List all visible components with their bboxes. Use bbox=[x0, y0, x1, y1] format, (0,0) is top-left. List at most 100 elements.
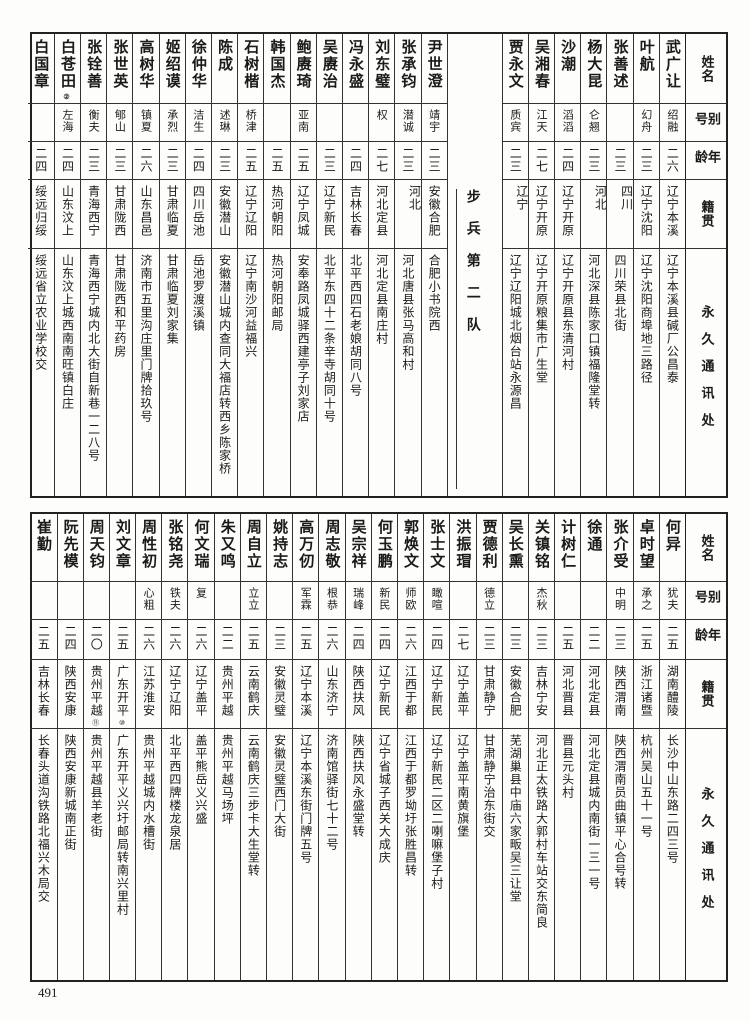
alias-text: 德立 bbox=[482, 587, 496, 611]
age-text: 二四 bbox=[560, 147, 575, 173]
age-text: 二三 bbox=[400, 147, 415, 173]
native-text: 四川岳池 bbox=[191, 185, 206, 237]
person-age: 二五 bbox=[659, 620, 685, 660]
native-text: 陕西渭南 bbox=[613, 665, 628, 717]
name-text: 张承钧 bbox=[399, 39, 418, 90]
person-column: 周性初 心粗 二六 江苏淮安 贵州平越城内水槽街 bbox=[135, 514, 162, 980]
person-alias: 瞰喧 bbox=[424, 582, 450, 620]
section-divider-column: 步兵第二队 bbox=[446, 34, 502, 496]
age-text: 二三 bbox=[639, 147, 654, 173]
person-alias: 杰秋 bbox=[528, 582, 555, 620]
person-age: 二六 bbox=[659, 142, 685, 180]
person-name: 朱又鸣 bbox=[214, 514, 240, 582]
person-native: 辽宁新民 bbox=[316, 180, 342, 249]
person-alias: 权 bbox=[369, 104, 395, 142]
name-text: 陈成 bbox=[216, 39, 235, 73]
alias-text: 质宾 bbox=[508, 109, 522, 133]
person-name: 石树楷 bbox=[238, 34, 264, 104]
name-text: 高万仞 bbox=[297, 519, 316, 570]
header-column: 姓名 别号 年龄 籍贯 永久通讯处 bbox=[685, 34, 726, 496]
native-text: 河北 bbox=[407, 185, 421, 211]
age-text: 二四 bbox=[63, 625, 78, 651]
person-alias: 新民 bbox=[371, 582, 397, 620]
person-age: 二六 bbox=[397, 620, 424, 660]
native-text: 浙江诸暨 bbox=[639, 665, 654, 717]
person-age: 二三 bbox=[476, 620, 502, 660]
name-text: 张士文 bbox=[428, 519, 447, 570]
address-text: 辽宁省城子西关大成庆 bbox=[377, 734, 392, 864]
age-text: 二六 bbox=[141, 625, 156, 651]
person-age: 二三 bbox=[212, 142, 238, 180]
person-native: 甘肃临夏 bbox=[159, 180, 185, 249]
person-name: 沙潮 bbox=[555, 34, 581, 104]
address-text: 安徽潜山城内查同大福店转西乡陈家桥 bbox=[217, 254, 232, 475]
name-text: 周自立 bbox=[244, 519, 263, 570]
address-text: 河北定县城内南街一三一号 bbox=[586, 734, 601, 890]
address-text: 甘肃静宁治东街交 bbox=[482, 734, 497, 838]
alias-text: 江天 bbox=[534, 109, 548, 133]
person-name: 鲍赓琦 bbox=[290, 34, 316, 104]
person-alias bbox=[581, 582, 607, 620]
name-text: 尹世澄 bbox=[425, 39, 444, 90]
age-text: 二三 bbox=[586, 147, 601, 173]
alias-text: 桥津 bbox=[244, 109, 258, 133]
person-name: 张世英 bbox=[107, 34, 133, 104]
name-text: 吴长熏 bbox=[506, 519, 525, 570]
person-column: 周志敬 根恭 二六 山东济宁 济南馆驿街七十二号 bbox=[318, 514, 345, 980]
age-text: 二五 bbox=[665, 625, 680, 651]
person-name: 高万仞 bbox=[293, 514, 319, 582]
address-text: 广东开平义兴圩邮局转南兴里村 bbox=[115, 734, 130, 916]
person-alias bbox=[316, 104, 342, 142]
person-age: 二三 bbox=[316, 142, 342, 180]
person-column: 张士文 瞰喧 二四 辽宁新民 辽宁新民二区二喇嘛堡子村 bbox=[423, 514, 450, 980]
address-text: 济南市五里沟庄里门牌拾玖号 bbox=[139, 254, 154, 423]
person-address: 北平西四牌楼龙泉居 bbox=[162, 729, 187, 980]
name-text: 朱又鸣 bbox=[218, 519, 237, 570]
address-text: 绥远省立农业学校交 bbox=[33, 254, 48, 371]
person-alias bbox=[109, 582, 136, 620]
person-name: 白国章 bbox=[27, 34, 54, 104]
person-native: 陕西扶风 bbox=[345, 660, 371, 729]
alias-text: 铁夫 bbox=[168, 587, 182, 611]
person-name: 张承钧 bbox=[395, 34, 421, 104]
name-text: 何异 bbox=[663, 519, 682, 553]
address-text: 辽宁本溪县碱厂公昌泰 bbox=[665, 254, 680, 384]
age-text: 二六 bbox=[194, 625, 209, 651]
person-name: 吴长熏 bbox=[502, 514, 528, 582]
person-alias bbox=[27, 104, 54, 142]
address-text: 辽宁盖平南黄旗堡 bbox=[455, 734, 470, 838]
person-name: 郭焕文 bbox=[397, 514, 424, 582]
name-text: 郭焕文 bbox=[402, 519, 421, 570]
person-address: 杭州吴山五十一号 bbox=[634, 729, 659, 980]
person-native: 绥远归绥 bbox=[27, 180, 54, 249]
age-text: 二六 bbox=[167, 625, 182, 651]
person-address: 广东开平义兴圩邮局转南兴里村 bbox=[110, 729, 135, 980]
person-address: 绥远省立农业学校交 bbox=[28, 249, 54, 496]
person-name: 尹世澄 bbox=[421, 34, 447, 104]
address-text: 北平西四石老娘胡同八号 bbox=[348, 254, 363, 397]
person-alias bbox=[342, 104, 369, 142]
person-age: 二四 bbox=[555, 142, 581, 180]
person-name: 杨大昆 bbox=[581, 34, 607, 104]
person-address: 陕西扶风永盛堂转 bbox=[346, 729, 371, 980]
name-text: 吴赓治 bbox=[320, 39, 339, 90]
age-text: 二四 bbox=[377, 625, 392, 651]
person-address: 青海西宁城内北大街自新巷一二八号 bbox=[81, 249, 106, 496]
person-native: 辽宁凤城 bbox=[290, 180, 316, 249]
person-native: 四川岳池 bbox=[185, 180, 211, 249]
person-column: 高树华 镇夏 二六 山东昌邑 济南市五里沟庄里门牌拾玖号 bbox=[132, 34, 159, 496]
person-alias: 衡夫 bbox=[81, 104, 107, 142]
address-text: 青海西宁城内北大街自新巷一二八号 bbox=[86, 254, 101, 462]
person-native: 陕西安康 bbox=[57, 660, 83, 729]
person-native: 安徽合肥 bbox=[421, 180, 447, 249]
name-text: 叶航 bbox=[637, 39, 656, 73]
native-text: 河北定县 bbox=[586, 665, 601, 717]
name-text: 卓时望 bbox=[637, 519, 656, 570]
person-column: 白国章 二四 绥远归绥 绥远省立农业学校交 bbox=[27, 34, 54, 496]
person-alias: 江天 bbox=[528, 104, 555, 142]
person-column: 关镇铭 杰秋 二三 吉林宁安 河北正太铁路大郭村车站交东简良 bbox=[527, 514, 555, 980]
person-alias bbox=[502, 582, 528, 620]
person-address: 安徽灵璧西门大街 bbox=[267, 729, 292, 980]
person-column: 姬绍谟 承烈 二三 甘肃临夏 甘肃临夏刘家集 bbox=[158, 34, 185, 496]
person-name: 姬绍谟 bbox=[159, 34, 185, 104]
